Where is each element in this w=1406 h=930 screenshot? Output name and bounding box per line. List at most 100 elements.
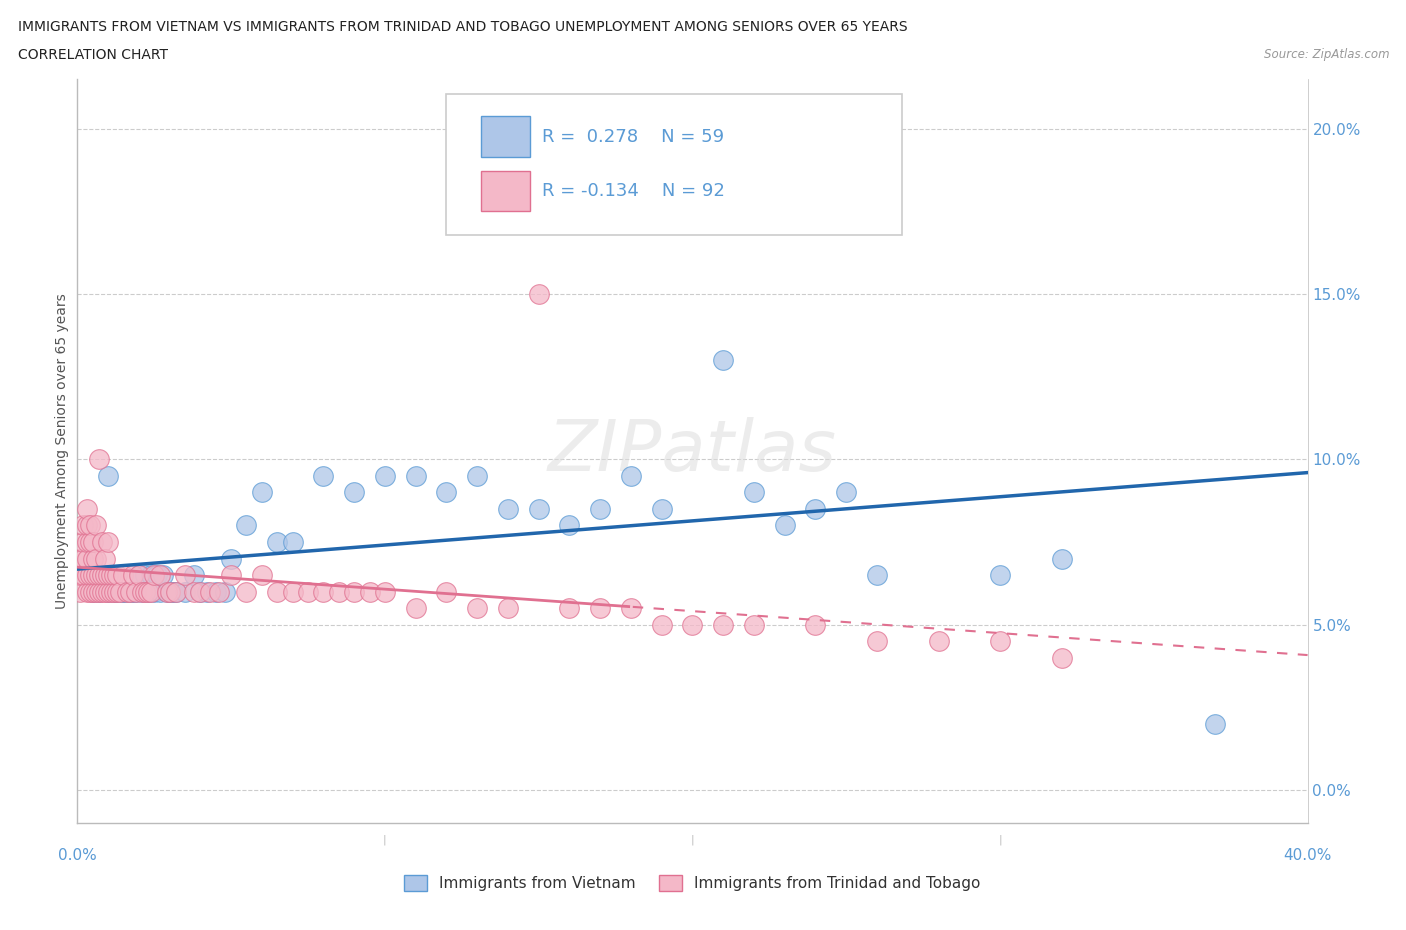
Point	[103, 584, 125, 599]
Point	[79, 535, 101, 550]
Point	[204, 584, 226, 599]
Point	[195, 584, 218, 599]
Point	[866, 567, 889, 582]
Point	[112, 567, 135, 582]
Text: Source: ZipAtlas.com: Source: ZipAtlas.com	[1264, 48, 1389, 61]
Point	[82, 551, 104, 566]
Point	[496, 501, 519, 516]
Point	[465, 601, 488, 616]
Point	[183, 567, 205, 582]
Point	[1050, 551, 1073, 566]
Point	[651, 501, 673, 516]
Point	[103, 567, 125, 582]
Point	[97, 469, 120, 484]
Point	[72, 518, 94, 533]
Point	[97, 584, 120, 599]
FancyBboxPatch shape	[481, 170, 530, 211]
Point	[527, 286, 550, 301]
Point	[115, 584, 138, 599]
Point	[149, 584, 172, 599]
Point	[118, 584, 141, 599]
Point	[281, 535, 304, 550]
Point	[527, 501, 550, 516]
Point	[198, 584, 221, 599]
Point	[79, 584, 101, 599]
Point	[165, 584, 187, 599]
Point	[620, 601, 643, 616]
Point	[266, 584, 288, 599]
Point	[496, 601, 519, 616]
Point	[100, 584, 122, 599]
Point	[105, 584, 128, 599]
Point	[162, 584, 184, 599]
Point	[90, 567, 114, 582]
Point	[143, 584, 166, 599]
Point	[219, 567, 242, 582]
Point	[1050, 650, 1073, 665]
Point	[742, 618, 765, 632]
Point	[141, 567, 163, 582]
Text: |: |	[998, 834, 1002, 845]
Point	[988, 633, 1011, 648]
Point	[1204, 716, 1226, 731]
Text: |: |	[382, 834, 387, 845]
Point	[835, 485, 858, 499]
Point	[94, 584, 117, 599]
Point	[143, 567, 166, 582]
Point	[115, 584, 138, 599]
Point	[69, 551, 91, 566]
Point	[174, 584, 197, 599]
Point	[76, 518, 98, 533]
Point	[359, 584, 381, 599]
Point	[174, 567, 197, 582]
Point	[90, 584, 114, 599]
Point	[69, 584, 91, 599]
Point	[558, 518, 581, 533]
Point	[82, 584, 104, 599]
Point	[159, 584, 181, 599]
Point	[436, 584, 458, 599]
Point	[84, 551, 107, 566]
Point	[72, 551, 94, 566]
Text: |: |	[690, 834, 695, 845]
Point	[866, 633, 889, 648]
FancyBboxPatch shape	[447, 94, 901, 235]
Text: IMMIGRANTS FROM VIETNAM VS IMMIGRANTS FROM TRINIDAD AND TOBAGO UNEMPLOYMENT AMON: IMMIGRANTS FROM VIETNAM VS IMMIGRANTS FR…	[18, 20, 908, 34]
Point	[155, 584, 177, 599]
Point	[82, 567, 104, 582]
Point	[79, 518, 101, 533]
Point	[131, 584, 153, 599]
Point	[112, 584, 135, 599]
Point	[128, 567, 150, 582]
Point	[328, 584, 350, 599]
Point	[103, 584, 125, 599]
Point	[76, 535, 98, 550]
Point	[281, 584, 304, 599]
Point	[72, 535, 94, 550]
Point	[76, 551, 98, 566]
Point	[804, 618, 827, 632]
Point	[112, 584, 135, 599]
Point	[149, 567, 172, 582]
Point	[87, 452, 110, 467]
Point	[87, 567, 110, 582]
Y-axis label: Unemployment Among Seniors over 65 years: Unemployment Among Seniors over 65 years	[55, 293, 69, 609]
Point	[312, 584, 335, 599]
Text: ZIPatlas: ZIPatlas	[548, 417, 837, 485]
Point	[589, 501, 612, 516]
Text: 0.0%: 0.0%	[58, 848, 97, 863]
Point	[219, 551, 242, 566]
Point	[79, 567, 101, 582]
Point	[72, 567, 94, 582]
Point	[682, 204, 704, 219]
Point	[214, 584, 236, 599]
Point	[136, 584, 159, 599]
Point	[121, 567, 143, 582]
Point	[188, 584, 212, 599]
Point	[82, 584, 104, 599]
Point	[436, 485, 458, 499]
Point	[620, 469, 643, 484]
Point	[804, 501, 827, 516]
Point	[110, 584, 132, 599]
Point	[711, 618, 734, 632]
